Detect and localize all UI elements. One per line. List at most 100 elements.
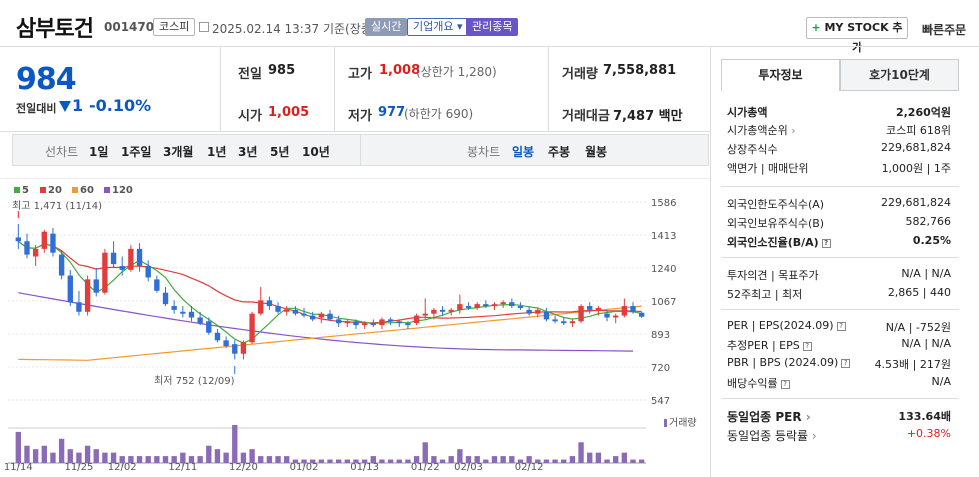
candle-body <box>604 313 610 318</box>
add-mystock-button[interactable]: + MY STOCK 추가 <box>806 17 908 54</box>
volume-bar <box>292 459 299 463</box>
legend-label: 5 <box>22 185 29 196</box>
volume-bar <box>50 452 56 463</box>
volume-legend-swatch <box>664 419 667 427</box>
candle-body <box>292 309 299 314</box>
candle-body <box>214 332 221 341</box>
volume-bar <box>448 456 454 463</box>
x-tick-label: 02/12 <box>515 462 544 473</box>
info-row-value: 2,260억원 <box>895 106 951 119</box>
help-icon[interactable]: ? <box>821 238 831 248</box>
volume-bar <box>431 456 437 463</box>
candle-weekly[interactable]: 주봉 <box>548 145 571 159</box>
volume-bar <box>67 449 73 463</box>
volume-bar <box>595 452 602 463</box>
volume-bar <box>76 452 82 463</box>
candle-body <box>344 321 350 324</box>
info-row-label: 동일업종 PER › <box>727 410 811 424</box>
x-tick-label: 12/11 <box>168 462 197 473</box>
candle-body <box>578 306 584 322</box>
help-icon[interactable]: ? <box>841 358 851 368</box>
high-value: 1,008 <box>379 63 421 78</box>
period-1w[interactable]: 1주일 <box>121 145 152 159</box>
stock-code: 001470 <box>104 20 155 34</box>
period-1d[interactable]: 1일 <box>89 145 109 159</box>
candle-body <box>206 321 212 333</box>
help-icon[interactable]: ? <box>836 321 846 331</box>
x-tick-label: 01/13 <box>350 462 379 473</box>
volume-bar <box>128 456 134 463</box>
candle-monthly[interactable]: 월봉 <box>585 145 608 159</box>
period-3m[interactable]: 3개월 <box>163 145 194 159</box>
volume-bar <box>561 459 567 463</box>
market-badge: 코스피 <box>153 18 196 36</box>
low-value: 977 <box>378 105 406 120</box>
period-3y[interactable]: 3년 <box>238 145 258 159</box>
volume-bar <box>240 452 247 463</box>
plus-icon: + <box>811 21 821 34</box>
period-1y[interactable]: 1년 <box>207 145 227 159</box>
candle-body <box>67 275 73 303</box>
info-row-value: N/A <box>931 375 951 388</box>
info-row-value: 133.64배 <box>898 410 951 423</box>
candle-body <box>301 313 307 316</box>
help-icon[interactable]: ? <box>780 379 790 389</box>
info-row-label: 추정PER | EPS? <box>727 337 812 353</box>
candle-body <box>128 248 134 270</box>
info-row-value: 229,681,824 <box>881 141 951 154</box>
candle-body <box>162 292 169 305</box>
period-5y[interactable]: 5년 <box>270 145 290 159</box>
candle-body <box>223 340 229 347</box>
line-chart-label: 선차트 <box>45 145 79 159</box>
stock-chart[interactable]: 1586 1413 1240 1067 893 720 547 5 20 60 120 거래량 11/1… <box>0 178 710 477</box>
legend-swatch <box>40 187 46 193</box>
period-10y[interactable]: 10년 <box>302 145 330 159</box>
chevron-right-icon[interactable]: › <box>801 410 811 424</box>
tab-investment-info[interactable]: 투자정보 <box>721 59 840 91</box>
volume-bar <box>327 459 333 463</box>
managed-stock-badge: 관리종목 <box>466 18 519 36</box>
candle-body <box>180 311 186 314</box>
volume-bar <box>405 459 411 463</box>
candle-daily[interactable]: 일봉 <box>512 145 535 159</box>
change-value: 1 <box>72 96 84 115</box>
chevron-right-icon[interactable]: › <box>808 429 817 443</box>
candle-body <box>154 279 160 291</box>
info-row-value: 2,865 | 440 <box>887 286 951 299</box>
candle-body <box>491 304 498 307</box>
legend-label: 20 <box>48 185 62 196</box>
candle-body <box>361 323 368 326</box>
volume-bar <box>387 459 394 463</box>
quick-order-button[interactable]: 빠른주문 <box>922 23 967 37</box>
candle-body <box>465 306 472 308</box>
volume-bar <box>249 449 255 463</box>
help-icon[interactable]: ? <box>802 341 812 351</box>
y-tick-label: 893 <box>651 330 670 341</box>
prev-close-value: 985 <box>268 63 296 78</box>
candle-body <box>240 342 247 354</box>
volume-bar <box>543 459 550 463</box>
volume-bar <box>301 459 307 463</box>
candle-body <box>405 323 411 326</box>
candle-body <box>630 306 636 312</box>
candle-body <box>318 313 325 318</box>
volume-bar <box>509 456 515 463</box>
realtime-button[interactable]: 실시간 <box>365 18 408 36</box>
upper-limit: (상한가 1,280) <box>416 65 497 79</box>
volume-value: 7,558,881 <box>603 63 677 78</box>
volume-bar <box>552 459 558 463</box>
volume-bar <box>361 459 368 463</box>
candle-body <box>431 309 437 314</box>
x-tick-label: 11/14 <box>4 462 33 473</box>
candle-body <box>275 306 281 312</box>
y-tick-label: 1240 <box>651 264 676 275</box>
candle-chart-label: 봉차트 <box>467 145 501 159</box>
candle-body <box>15 237 22 242</box>
candle-body <box>110 252 117 265</box>
candle-body <box>509 302 515 307</box>
tab-orderbook-10[interactable]: 호가10단계 <box>840 59 959 91</box>
company-info-dropdown[interactable]: 기업개요 ▾ <box>407 18 469 36</box>
chevron-right-icon[interactable]: › <box>787 124 796 137</box>
amount-value: 7,487 백만 <box>613 109 683 124</box>
volume-bar <box>119 456 125 463</box>
